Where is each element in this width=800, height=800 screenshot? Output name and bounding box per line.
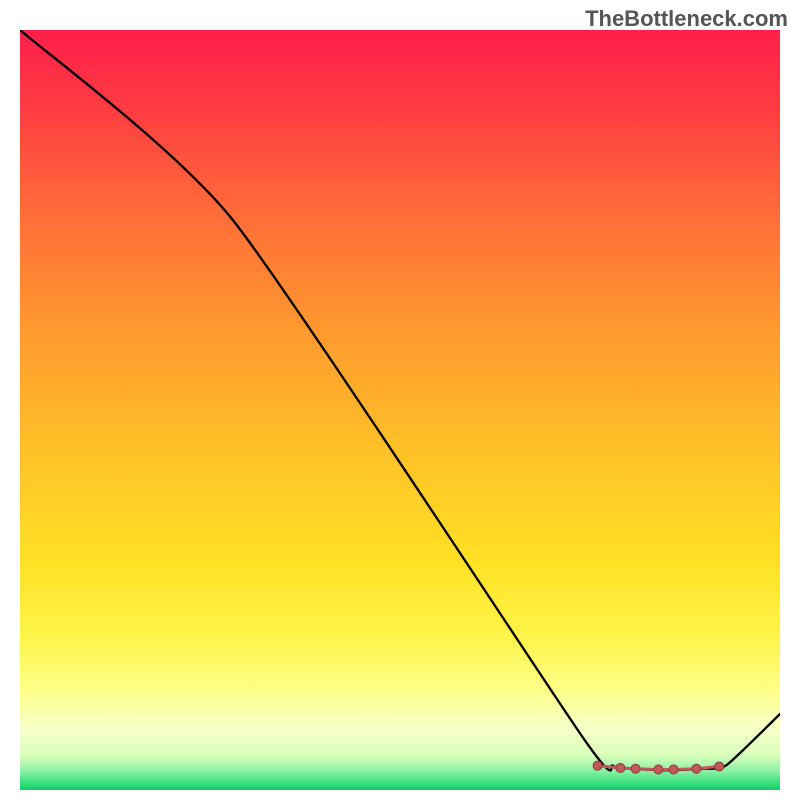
valley-marker [593, 761, 602, 770]
valley-marker [616, 763, 625, 772]
valley-marker [669, 765, 678, 774]
valley-marker [692, 764, 701, 773]
watermark-text: TheBottleneck.com [585, 6, 788, 32]
valley-marker [715, 762, 724, 771]
chart-svg [20, 30, 780, 790]
plot-area [20, 30, 780, 790]
gradient-background [20, 30, 780, 790]
valley-marker [631, 764, 640, 773]
valley-marker [654, 765, 663, 774]
chart-container: TheBottleneck.com [0, 0, 800, 800]
